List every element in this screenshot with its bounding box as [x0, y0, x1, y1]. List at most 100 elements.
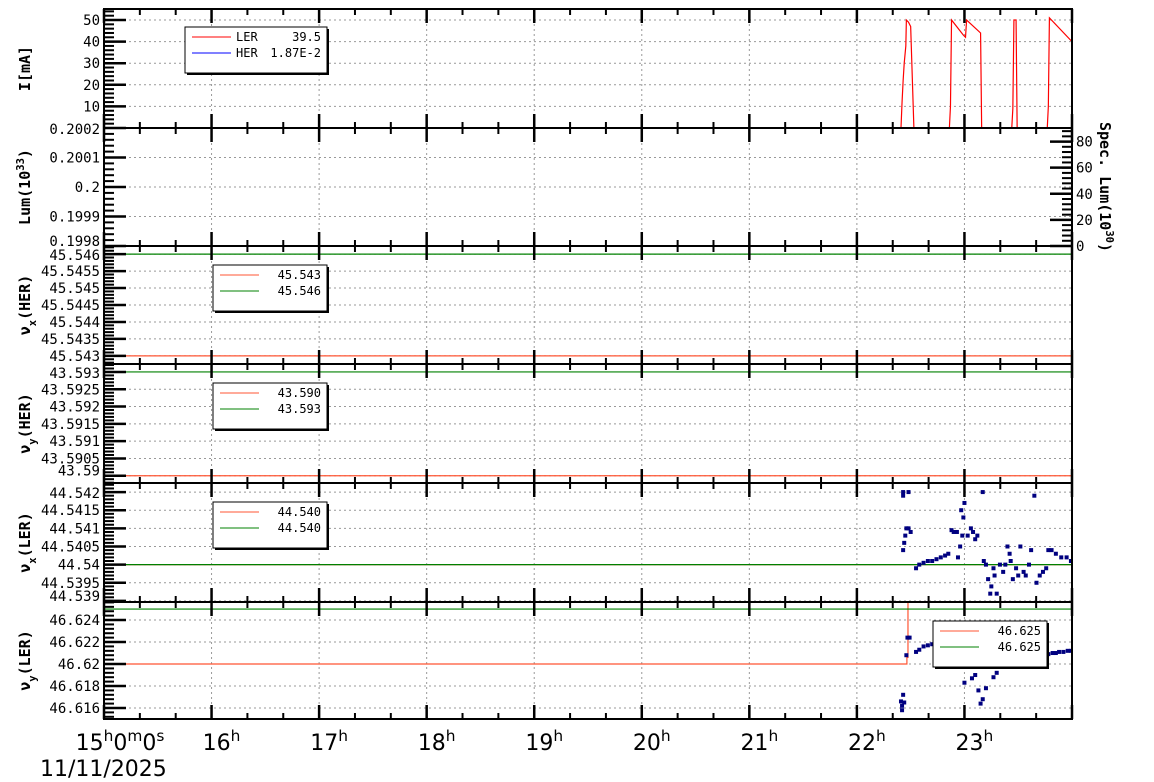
label-part: ): [1096, 243, 1114, 252]
data-point: [968, 526, 973, 531]
label-part: x: [27, 319, 39, 326]
data-point: [1016, 573, 1021, 578]
data-point: [960, 533, 965, 538]
label-part: h: [446, 727, 456, 745]
y-tick-label: 45.5455: [41, 264, 100, 280]
y-tick-label: 43.5905: [41, 451, 100, 467]
label-part: 18: [418, 731, 446, 756]
y-tick-label: 50: [83, 13, 100, 29]
data-point: [921, 644, 926, 649]
label-part: h: [231, 727, 241, 745]
y-tick-label: 0.2001: [49, 151, 100, 167]
x-tick-label: 21h: [740, 727, 778, 756]
y-tick-label: 0.1999: [49, 210, 100, 226]
label-part: (LER): [16, 512, 34, 557]
y-tick-label: 45.544: [49, 315, 100, 331]
label-part: 16: [203, 731, 231, 756]
data-point: [955, 555, 960, 560]
x-tick-label: 16h: [203, 727, 241, 756]
y-tick-label: 46.622: [49, 635, 100, 651]
data-point: [1049, 548, 1054, 553]
label-part: h: [104, 727, 114, 745]
data-point: [959, 508, 964, 513]
y-tick-label: 45.5435: [41, 332, 100, 348]
data-point: [1050, 651, 1055, 656]
data-marks: [104, 16, 1073, 713]
legend-value: 46.625: [998, 640, 1041, 654]
y-tick-label: 43.593: [49, 366, 100, 382]
data-point: [992, 573, 997, 578]
data-point: [934, 557, 939, 562]
x-tick-label: 15h0m0s: [76, 727, 165, 756]
data-point: [1001, 569, 1006, 574]
legend-nux_her: 45.543 45.546: [212, 264, 329, 313]
legend-value: 45.546: [278, 284, 321, 298]
data-point: [902, 700, 907, 705]
label-part: h: [661, 727, 671, 745]
data-point: [962, 680, 967, 685]
label-part: h: [553, 727, 563, 745]
data-point: [954, 529, 959, 534]
data-point: [969, 676, 974, 681]
data-point: [983, 562, 988, 567]
label-part: ν: [16, 326, 34, 335]
y-tick-label: 43.591: [49, 434, 100, 450]
data-point: [1046, 548, 1051, 553]
legend-value: 1.87E-2: [270, 46, 321, 60]
y-tick-label: 46.624: [49, 613, 100, 629]
data-point: [907, 635, 912, 640]
x-tick-label: 18h: [418, 727, 456, 756]
y-tick-label: 44.5405: [41, 539, 100, 555]
y-tick-label: 0.2: [75, 180, 100, 196]
label-part: ν: [16, 564, 34, 573]
data-point: [901, 692, 906, 697]
data-point: [1005, 544, 1010, 549]
legend-box: [184, 26, 328, 74]
y-tick-label: 20: [83, 78, 100, 94]
y-tick-label: 43.592: [49, 400, 100, 416]
data-point: [904, 653, 909, 658]
data-point: [1057, 649, 1062, 654]
legend-box: [212, 382, 328, 430]
data-point: [1003, 562, 1008, 567]
x-tick-label: 17h: [310, 727, 348, 756]
y-tick-label: 44.5415: [41, 503, 100, 519]
data-point: [1040, 569, 1045, 574]
data-point: [1065, 648, 1070, 653]
data-point: [906, 490, 911, 495]
label-part: m: [127, 727, 142, 745]
legend-box: [932, 620, 1048, 668]
legend-label: LER: [236, 30, 258, 44]
data-point: [1029, 548, 1034, 553]
data-point: [978, 701, 983, 706]
legend-box: [212, 501, 328, 549]
y-axis-title-nuy_her: νy(HER): [16, 393, 39, 454]
label-part: 0: [142, 731, 156, 756]
y-axis-title-lum: Lum(1033): [15, 149, 34, 225]
data-point: [989, 584, 994, 589]
data-point: [981, 559, 986, 564]
data-point: [980, 490, 985, 495]
data-point: [991, 675, 996, 680]
data-point: [1068, 559, 1073, 564]
y-tick-label: 40: [83, 35, 100, 51]
data-point: [901, 548, 906, 553]
data-point: [975, 533, 980, 538]
data-point: [962, 500, 967, 505]
data-point: [900, 703, 905, 708]
data-point: [917, 647, 922, 652]
data-point: [1034, 580, 1039, 585]
legend-value: 44.540: [278, 505, 321, 519]
label-part: Spec. Lum(10: [1096, 122, 1114, 230]
label-part: 19: [525, 731, 553, 756]
data-point: [943, 553, 948, 558]
data-point: [908, 529, 913, 534]
right-y-tick-label: 40: [1076, 187, 1093, 203]
data-point: [1064, 555, 1069, 560]
label-part: h: [876, 727, 886, 745]
data-point: [1021, 569, 1026, 574]
label-part: I[mA]: [16, 46, 34, 91]
label-part: 22: [848, 731, 876, 756]
x-tick-label: 20h: [633, 727, 671, 756]
